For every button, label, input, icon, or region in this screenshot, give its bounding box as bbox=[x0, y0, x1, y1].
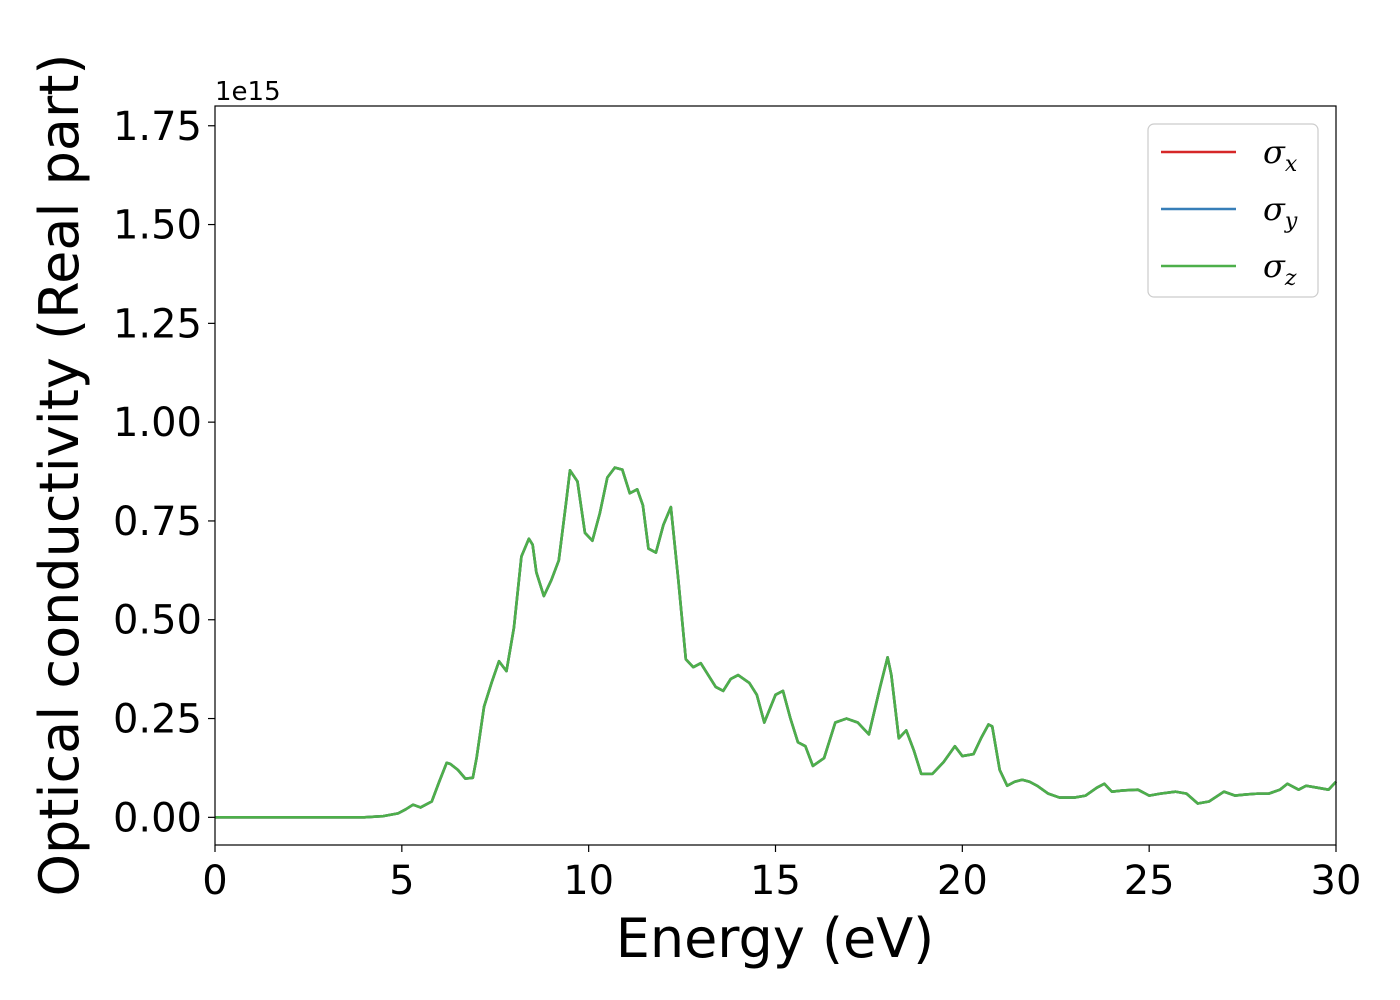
y-tick-label: 0.25 bbox=[113, 697, 202, 743]
legend-box bbox=[1147, 123, 1319, 298]
x-tick-label: 25 bbox=[1124, 858, 1175, 904]
legend-label-sigma-z: σz bbox=[1263, 247, 1297, 291]
legend: σx σy σz bbox=[1147, 123, 1319, 298]
y-tick-label: 0.00 bbox=[113, 795, 202, 841]
x-tick-label: 10 bbox=[563, 858, 614, 904]
series-line-sigma-z bbox=[215, 466, 1337, 819]
y-tick-label: 0.50 bbox=[113, 598, 202, 644]
x-tick-label: 20 bbox=[937, 858, 988, 904]
y-tick-label: 0.75 bbox=[113, 499, 202, 545]
y-axis-ticks: 0.00 0.25 0.50 0.75 1.00 1.25 1.50 1.75 bbox=[113, 104, 215, 841]
y-tick-label: 1.50 bbox=[113, 203, 202, 249]
x-tick-label: 0 bbox=[202, 858, 227, 904]
series-layer bbox=[215, 466, 1337, 819]
x-axis-ticks: 0 5 10 15 20 25 30 bbox=[202, 845, 1361, 904]
y-tick-label: 1.75 bbox=[113, 104, 202, 150]
x-tick-label: 15 bbox=[750, 858, 801, 904]
y-tick-label: 1.25 bbox=[113, 301, 202, 347]
x-tick-label: 5 bbox=[389, 858, 414, 904]
legend-label-sigma-y: σy bbox=[1263, 190, 1298, 234]
y-axis-offset-text: 1e15 bbox=[215, 77, 281, 107]
x-tick-label: 30 bbox=[1311, 858, 1362, 904]
x-axis-title: Energy (eV) bbox=[616, 907, 935, 970]
legend-label-sigma-x: σx bbox=[1263, 133, 1298, 177]
y-tick-label: 1.00 bbox=[113, 400, 202, 446]
y-axis-title: Optical conductivity (Real part) bbox=[28, 54, 91, 897]
